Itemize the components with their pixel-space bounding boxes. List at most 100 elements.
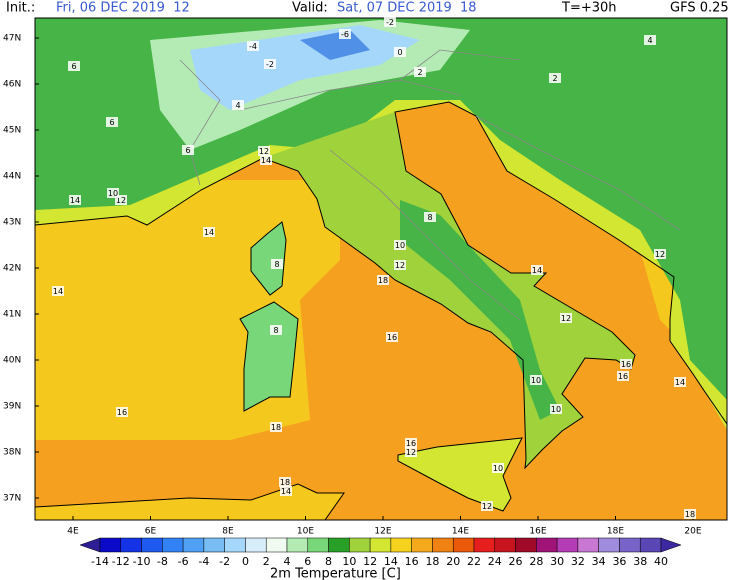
- spot-value: 12: [395, 261, 405, 270]
- colorbar-box: [349, 537, 371, 553]
- colorbar-box: [141, 537, 163, 553]
- lon-label: 10E: [297, 527, 314, 537]
- colorbar-label: 16: [405, 555, 419, 568]
- spot-value: 16: [406, 439, 416, 448]
- header: Init.: Fri, 06 DEC 2019 12 Valid: Sat, 0…: [6, 1, 729, 16]
- spot-bg: [115, 195, 127, 205]
- spot-bg: [424, 212, 436, 222]
- colorbar-box: [619, 537, 641, 553]
- spot-value: 6: [109, 118, 114, 127]
- colorbar-box: [328, 537, 350, 553]
- spot-value: -2: [386, 18, 394, 27]
- lat-label: 44N: [3, 172, 21, 182]
- colorbar-box: [473, 537, 496, 553]
- spot-bg: [270, 325, 282, 335]
- spot-bg: [260, 155, 272, 165]
- spot-bg: [560, 313, 572, 323]
- spot-bg: [684, 509, 696, 519]
- spot-bg: [247, 41, 259, 51]
- colorbar-box: [432, 537, 454, 553]
- colorbar-box: [556, 537, 579, 553]
- borders: [179, 49, 681, 321]
- colorbar-box: [245, 537, 267, 553]
- colorbar-label: 32: [571, 555, 585, 568]
- colorbar-label: 8: [325, 555, 332, 568]
- valid-time: Sat, 07 DEC 2019 18: [337, 1, 477, 16]
- spot-value: 10: [551, 405, 561, 414]
- colorbar-label: 12: [363, 555, 377, 568]
- spot-bg: [271, 259, 283, 269]
- spot-value: 14: [675, 378, 685, 387]
- spot-bg: [377, 275, 389, 285]
- colorbar-title: 2m Temperature [C]: [270, 567, 401, 580]
- sicily-land: [398, 438, 522, 511]
- lon-label: 20E: [684, 527, 701, 537]
- forecast-step: T=+30h: [561, 1, 617, 16]
- spot-value: 12: [561, 314, 571, 323]
- colorbar-box: [182, 537, 205, 553]
- colorbar-label: 14: [384, 555, 398, 568]
- spot-bg: [106, 117, 118, 127]
- spot-bg: [492, 463, 504, 473]
- colorbar-label: -8: [157, 555, 168, 568]
- spot-value: 12: [259, 147, 269, 156]
- spot-value: 10: [395, 241, 405, 250]
- colorbar-label: 36: [612, 555, 626, 568]
- spot-bg: [52, 286, 64, 296]
- colorbar-label: 24: [488, 555, 502, 568]
- colorbar-label: -2: [219, 555, 230, 568]
- spot-bg: [405, 438, 417, 448]
- colorbar-box: [369, 537, 392, 553]
- spot-bg: [414, 67, 426, 77]
- spot-value: 6: [185, 146, 190, 155]
- lon-label: 14E: [452, 527, 469, 537]
- spot-bg: [617, 371, 629, 381]
- alps-coldest: [300, 30, 370, 60]
- spot-bg: [182, 145, 194, 155]
- colorbar-label: 0: [242, 555, 249, 568]
- spot-value: 2: [552, 74, 557, 83]
- lon-label: 8E: [222, 527, 234, 537]
- colorbar-label: 2: [263, 555, 270, 568]
- spot-value: 14: [532, 266, 542, 275]
- colorbar-arrow: [79, 537, 101, 553]
- spot-value: 14: [204, 228, 214, 237]
- spot-bg: [550, 404, 562, 414]
- spot-value: 8: [273, 326, 278, 335]
- spot-bg: [530, 375, 542, 385]
- spot-bg: [116, 407, 128, 417]
- colorbar-label: 22: [467, 555, 481, 568]
- spot-bg: [280, 486, 292, 496]
- spot-value: 12: [655, 250, 665, 259]
- init-label: Init.:: [6, 1, 35, 16]
- spot-bg: [620, 359, 632, 369]
- lat-label: 46N: [3, 80, 21, 90]
- lat-label: 37N: [3, 494, 21, 504]
- island-coastlines: [35, 221, 523, 520]
- colorbar-box: [411, 537, 433, 553]
- spot-value: 10: [108, 189, 118, 198]
- colorbar-box: [120, 537, 142, 553]
- spot-value: 18: [685, 510, 695, 519]
- init-time: Fri, 06 DEC 2019 12: [56, 1, 190, 16]
- colorbar-box: [639, 537, 662, 553]
- spot-value: 16: [387, 333, 397, 342]
- spot-bg: [203, 227, 215, 237]
- lon-label: 16E: [529, 527, 546, 537]
- spot-bg: [394, 47, 406, 57]
- spot-value: 12: [406, 448, 416, 457]
- africa-land: [35, 484, 344, 520]
- spot-value: 4: [235, 101, 240, 110]
- spot-value: 18: [271, 423, 281, 432]
- valid-label: Valid:: [292, 1, 328, 16]
- spot-value: -6: [341, 30, 349, 39]
- colorbar-box: [452, 537, 475, 553]
- spot-value: 14: [53, 287, 63, 296]
- spot-value: 14: [70, 196, 80, 205]
- lat-label: 39N: [3, 402, 21, 412]
- lon-label: 12E: [374, 527, 391, 537]
- spot-value: 18: [280, 478, 290, 487]
- colorbar-box: [515, 537, 537, 553]
- colorbar-label: 40: [654, 555, 668, 568]
- map-frame: [34, 17, 728, 521]
